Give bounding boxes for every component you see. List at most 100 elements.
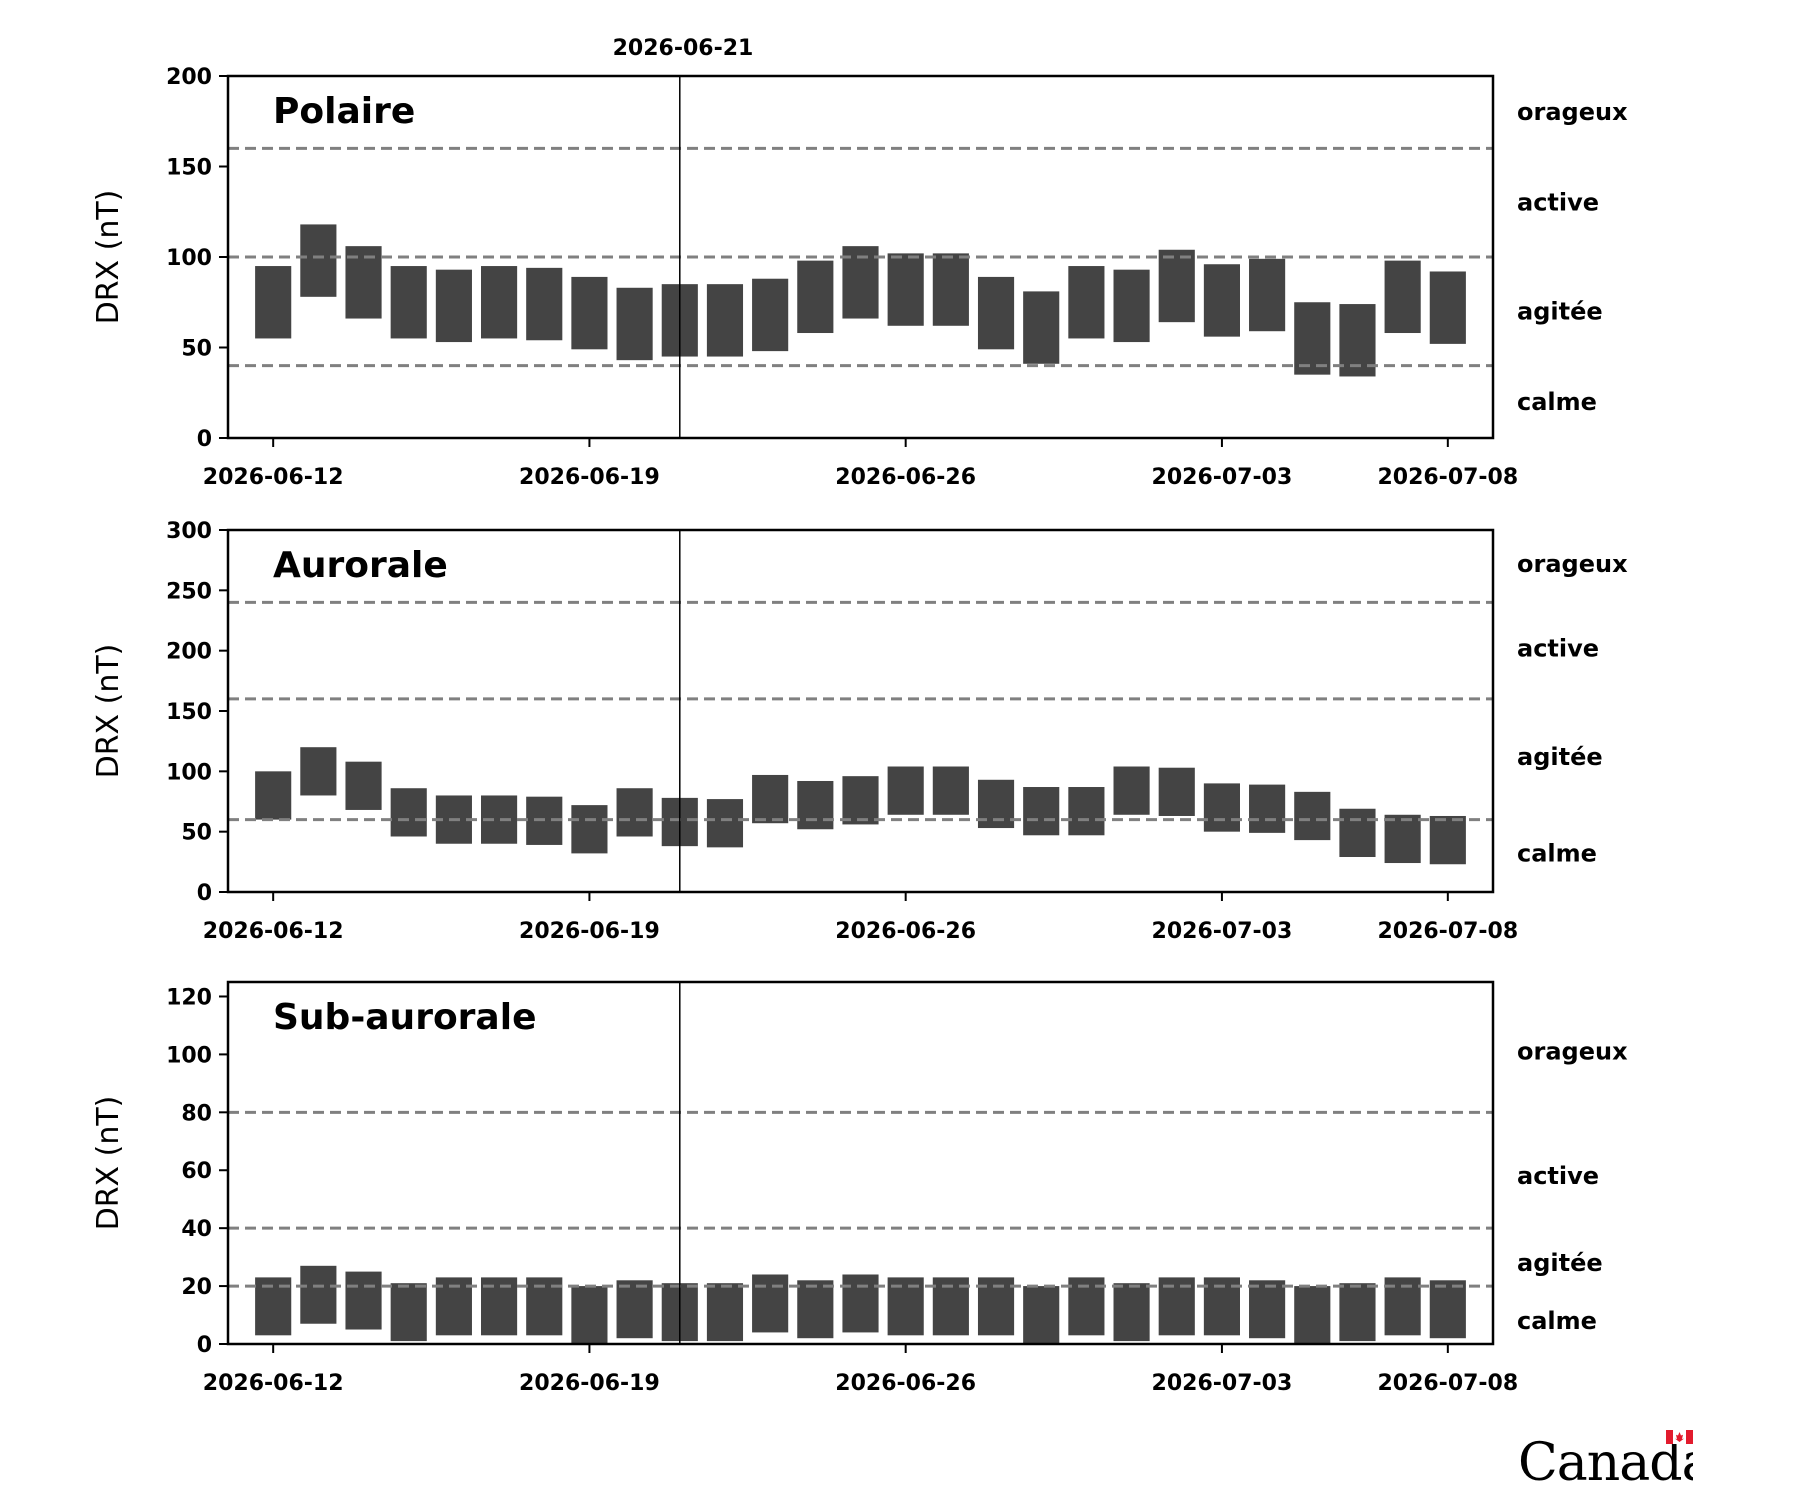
y-tick-label: 100: [166, 246, 212, 271]
y-tick-label: 50: [181, 337, 212, 362]
zone-label: calme: [1517, 1307, 1597, 1335]
x-tick-label: 2026-07-03: [1152, 919, 1293, 944]
range-bar: [1068, 266, 1105, 339]
y-tick-label: 0: [197, 881, 212, 906]
y-axis-label: DRX (nT): [91, 190, 126, 325]
range-bar: [932, 766, 969, 815]
range-bar: [345, 1271, 382, 1330]
range-bar: [1113, 1283, 1150, 1342]
marker-date-label: 2026-06-21: [613, 36, 754, 61]
y-tick-label: 80: [181, 1101, 212, 1126]
zone-label: agitée: [1517, 1249, 1603, 1277]
x-tick-label: 2026-06-12: [203, 919, 344, 944]
zone-label: agitée: [1517, 297, 1603, 325]
x-tick-label: 2026-07-08: [1377, 919, 1518, 944]
range-bar: [1294, 791, 1331, 841]
chart-panel-1: 0 50 100 150 200 2026-06-12 2026-06-19 2026-06-…: [91, 65, 1628, 490]
range-bar: [1158, 249, 1195, 323]
range-bar: [1158, 767, 1195, 816]
range-bar: [1113, 766, 1150, 815]
canada-wordmark-text: Canada: [1518, 1433, 1693, 1488]
x-tick-label: 2026-07-08: [1377, 465, 1518, 490]
range-bar: [706, 1283, 744, 1342]
range-bar: [1203, 264, 1240, 337]
y-tick-label: 20: [181, 1275, 212, 1300]
range-bar: [1023, 291, 1060, 364]
range-bar: [345, 761, 382, 810]
range-bar: [300, 747, 337, 796]
range-bar: [752, 1274, 789, 1333]
range-bar: [887, 253, 924, 326]
canada-flag-icon: [1666, 1430, 1693, 1444]
chart-panel-2: 0 50 100 150 200 250 300 2026-06-12 2026-06-19 20…: [91, 519, 1628, 944]
panel-title: Aurorale: [273, 545, 448, 586]
range-bar: [1294, 1286, 1331, 1344]
range-bar: [1068, 787, 1105, 836]
y-tick-label: 150: [166, 156, 212, 181]
zone-label: active: [1517, 634, 1599, 662]
range-bar: [255, 266, 292, 339]
range-bar: [797, 780, 834, 830]
x-tick-label: 2026-06-26: [835, 1371, 976, 1396]
range-bar: [1339, 808, 1376, 858]
x-tick-label: 2026-06-19: [519, 1371, 660, 1396]
y-tick-label: 100: [166, 1043, 212, 1068]
range-bar: [797, 1280, 834, 1339]
range-bar: [1113, 269, 1150, 343]
range-bar: [300, 1265, 337, 1324]
range-bar: [616, 788, 653, 837]
zone-label: calme: [1517, 839, 1597, 867]
range-bar: [1023, 1286, 1060, 1344]
x-tick-label: 2026-07-08: [1377, 1371, 1518, 1396]
chart-panel-3: 0 20 40 60 80 100 120 2026-06-12 2026-06-19 2026-…: [91, 980, 1628, 1396]
y-axis-label: DRX (nT): [91, 644, 126, 779]
range-bar: [390, 266, 427, 339]
range-bar: [571, 1286, 608, 1344]
range-bar: [1023, 787, 1060, 836]
range-bar: [526, 267, 563, 341]
range-bar: [571, 276, 608, 350]
range-bar: [977, 276, 1015, 350]
range-bar: [752, 278, 789, 352]
range-bar: [1249, 1280, 1286, 1339]
range-bar: [1384, 814, 1421, 864]
canada-wordmark: Canada: [1518, 1430, 1693, 1488]
range-bar: [390, 1283, 427, 1342]
range-bar: [752, 774, 789, 824]
panel-title: Sub-aurorale: [273, 997, 536, 1038]
y-tick-label: 50: [181, 821, 212, 846]
range-bar: [706, 284, 744, 357]
zone-label: active: [1517, 189, 1599, 217]
range-bar: [797, 260, 834, 334]
x-tick-label: 2026-07-03: [1152, 465, 1293, 490]
zone-label: orageux: [1517, 550, 1628, 578]
x-tick-label: 2026-06-19: [519, 919, 660, 944]
range-bar: [481, 266, 518, 339]
y-tick-label: 200: [166, 65, 212, 90]
range-bar: [887, 766, 924, 815]
x-tick-label: 2026-06-12: [203, 465, 344, 490]
y-tick-label: 60: [181, 1159, 212, 1184]
y-tick-label: 40: [181, 1217, 212, 1242]
range-bar: [1429, 1280, 1466, 1339]
x-tick-label: 2026-06-26: [835, 465, 976, 490]
range-bar: [1203, 783, 1240, 832]
panel-title: Polaire: [273, 91, 415, 132]
y-tick-label: 250: [166, 579, 212, 604]
y-tick-label: 300: [166, 519, 212, 544]
range-bar: [255, 771, 292, 820]
range-bar: [1249, 784, 1286, 833]
range-bar: [1249, 258, 1286, 332]
y-tick-label: 0: [197, 427, 212, 452]
range-bar: [842, 1274, 879, 1333]
range-bar: [435, 269, 472, 343]
y-tick-label: 100: [166, 760, 212, 785]
y-axis-label: DRX (nT): [91, 1096, 126, 1231]
y-tick-label: 200: [166, 640, 212, 665]
y-tick-label: 120: [166, 985, 212, 1010]
range-bar: [842, 776, 879, 825]
zone-label: orageux: [1517, 1038, 1628, 1066]
zone-label: calme: [1517, 388, 1597, 416]
